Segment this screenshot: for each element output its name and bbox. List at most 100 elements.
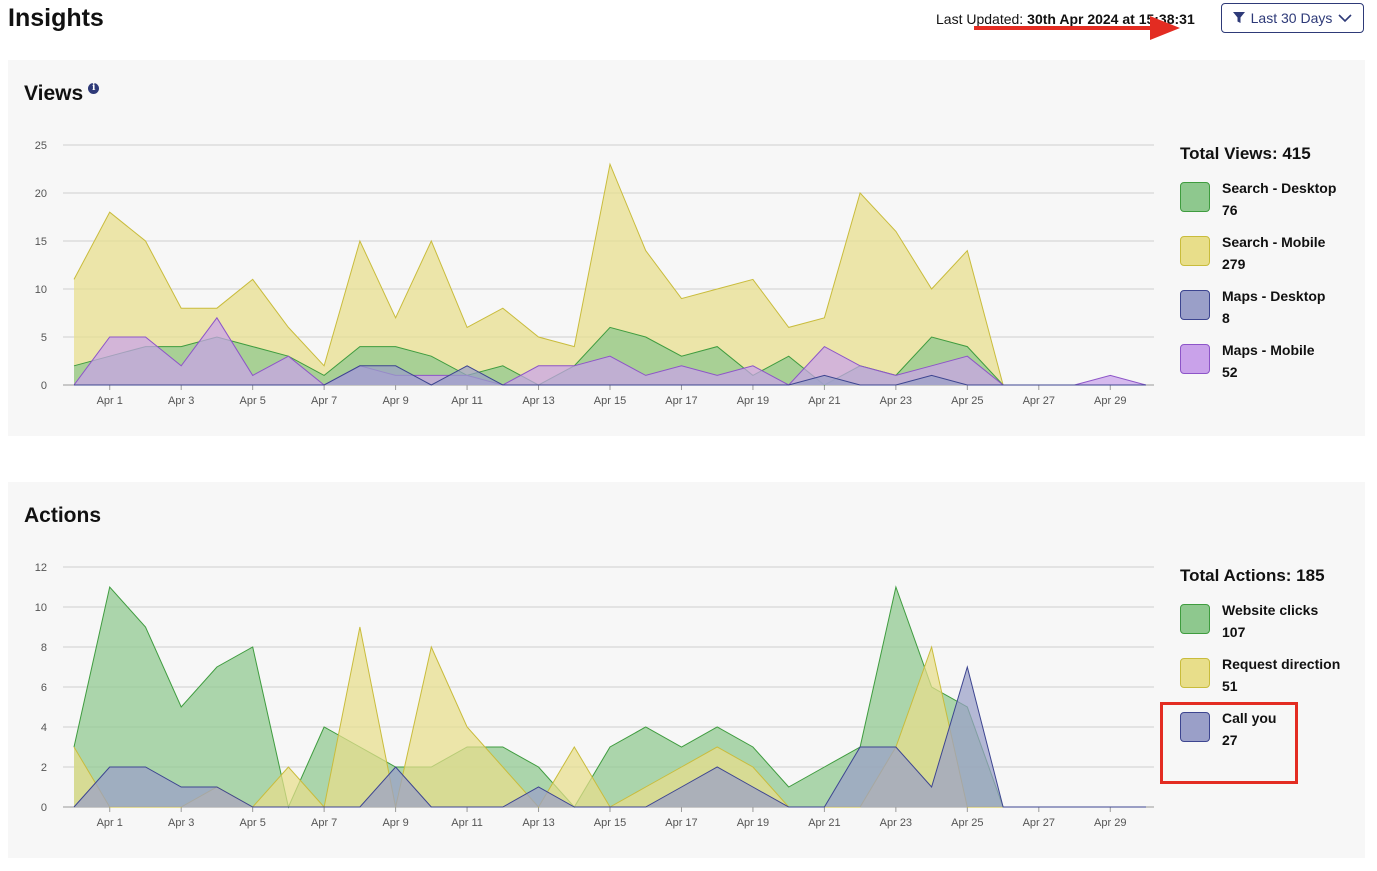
actions-legend-name-website-clicks: Website clicks [1222,602,1319,618]
actions-x-tick-label: Apr 27 [1023,817,1055,829]
views-x-tick-label: Apr 21 [808,395,840,407]
actions-x-tick-label: Apr 7 [311,817,337,829]
views-x-tick-label: Apr 27 [1023,395,1055,407]
views-legend-item-search-desktop[interactable]: Search - Desktop 76 [1180,180,1365,236]
actions-y-tick-label: 6 [41,682,47,694]
actions-y-tick-label: 10 [35,602,47,614]
actions-x-tick-label: Apr 9 [382,817,408,829]
views-x-tick-label: Apr 7 [311,395,337,407]
actions-legend-item-call-you[interactable]: Call you 27 [1180,710,1365,766]
actions-y-tick-label: 8 [41,642,47,654]
views-x-tick-label: Apr 5 [240,395,266,407]
actions-total: Total Actions: 185 [1180,566,1325,585]
views-y-tick-label: 10 [35,284,47,296]
actions-legend-value-website-clicks: 107 [1222,624,1246,640]
actions-y-tick-label: 0 [41,802,47,814]
actions-legend-item-website-clicks[interactable]: Website clicks 107 [1180,602,1365,658]
views-title-text: Views [24,82,84,105]
actions-line-call-you [73,665,1146,808]
views-y-tick-label: 0 [41,380,47,392]
actions-legend-item-request-direction[interactable]: Request direction 51 [1180,656,1365,712]
views-chart: 0 5 10 15 20 25 Apr 1 Apr 3 Apr 5 Apr 7 Apr 9 Apr 1… [35,140,1154,407]
views-legend-item-maps-mobile[interactable]: Maps - Mobile 52 [1180,342,1365,398]
info-icon[interactable]: i [88,83,100,94]
views-legend: Total Views: 415 Search - Desktop 76 Searc… [1180,144,1365,398]
actions-legend: Total Actions: 185 Website clicks 107 Requ… [1180,566,1365,766]
actions-chart: 0 2 4 6 8 10 12 Apr 1 Apr 3 Apr 5 Apr 7 Apr 9 Apr 11… [35,562,1154,829]
views-legend-value-search-mobile: 279 [1222,256,1246,272]
actions-x-tick-label: Apr 11 [451,817,483,829]
views-title: Views i [24,82,100,106]
actions-panel: Actions 0 2 4 6 8 10 12 Apr 1 Apr 3 Apr 5 Apr 7 Apr… [8,482,1365,858]
views-x-tick-label: Apr 25 [951,395,983,407]
views-legend-name-maps-mobile: Maps - Mobile [1222,342,1315,358]
views-legend-value-maps-mobile: 52 [1222,364,1238,380]
actions-legend-swatch-request-direction [1180,658,1210,688]
views-area-maps-mobile [74,317,1146,385]
actions-area-call-you [74,667,1146,807]
actions-legend-value-request-direction: 51 [1222,678,1238,694]
views-x-tick-label: Apr 29 [1094,395,1126,407]
actions-y-tick-label: 2 [41,762,47,774]
actions-legend-swatch-website-clicks [1180,604,1210,634]
views-x-tick-label: Apr 11 [451,395,483,407]
views-x-tick-label: Apr 9 [382,395,408,407]
actions-area-request-direction [74,627,1146,807]
actions-title: Actions [24,504,101,528]
actions-y-tick-label: 12 [35,562,47,574]
views-line-maps-mobile [73,316,1147,386]
views-x-tick-label: Apr 19 [737,395,769,407]
actions-x-tick-label: Apr 19 [737,817,769,829]
actions-x-tick-label: Apr 21 [808,817,840,829]
chevron-down-icon [1338,13,1352,22]
views-legend-value-search-desktop: 76 [1222,202,1238,218]
actions-x-tick-label: Apr 5 [240,817,266,829]
views-panel: Views i 0 5 10 15 20 25 Apr 1 Apr 3 Apr 5 Apr 7 Apr… [8,60,1365,436]
views-total: Total Views: 415 [1180,144,1311,163]
views-legend-item-search-mobile[interactable]: Search - Mobile 279 [1180,234,1365,290]
date-range-filter-button[interactable]: Last 30 Days [1221,3,1364,33]
views-legend-swatch-maps-mobile [1180,344,1210,374]
views-y-tick-label: 5 [41,332,47,344]
views-area-maps-desktop [74,365,1146,385]
actions-x-tick-label: Apr 17 [665,817,697,829]
views-line-search-mobile [73,162,1146,386]
views-x-tick-label: Apr 1 [97,395,123,407]
actions-x-tick-label: Apr 29 [1094,817,1126,829]
views-x-tick-label: Apr 13 [522,395,554,407]
actions-x-tick-label: Apr 15 [594,817,626,829]
views-x-tick-label: Apr 17 [665,395,697,407]
views-legend-swatch-search-mobile [1180,236,1210,266]
last-updated-label: Last Updated: [936,11,1024,27]
views-x-tick-label: Apr 23 [880,395,912,407]
funnel-icon [1232,12,1245,23]
actions-title-text: Actions [24,504,102,527]
views-line-search-desktop [73,326,1146,386]
actions-x-tick-label: Apr 3 [168,817,194,829]
views-legend-name-search-desktop: Search - Desktop [1222,180,1337,196]
actions-x-tick-label: Apr 13 [522,817,554,829]
views-legend-name-search-mobile: Search - Mobile [1222,234,1326,250]
views-y-tick-label: 25 [35,140,47,152]
views-y-tick-label: 20 [35,188,47,200]
actions-x-tick-label: Apr 25 [951,817,983,829]
actions-x-tick-label: Apr 1 [97,817,123,829]
views-x-tick-label: Apr 15 [594,395,626,407]
views-area-search-mobile [74,164,1146,385]
views-line-maps-desktop [74,365,1146,386]
actions-legend-value-call-you: 27 [1222,732,1238,748]
views-legend-swatch-maps-desktop [1180,290,1210,320]
views-legend-item-maps-desktop[interactable]: Maps - Desktop 8 [1180,288,1365,344]
actions-legend-swatch-call-you [1180,712,1210,742]
views-legend-value-maps-desktop: 8 [1222,310,1230,326]
views-legend-swatch-search-desktop [1180,182,1210,212]
views-legend-name-maps-desktop: Maps - Desktop [1222,288,1326,304]
actions-legend-name-request-direction: Request direction [1222,656,1341,672]
red-arrow-annotation-icon [974,16,1180,40]
date-range-label: Last 30 Days [1250,10,1333,26]
views-x-tick-label: Apr 3 [168,395,194,407]
actions-y-tick-label: 4 [41,722,47,734]
views-y-tick-label: 15 [35,236,47,248]
actions-x-tick-label: Apr 23 [880,817,912,829]
page-title: Insights [8,4,104,32]
